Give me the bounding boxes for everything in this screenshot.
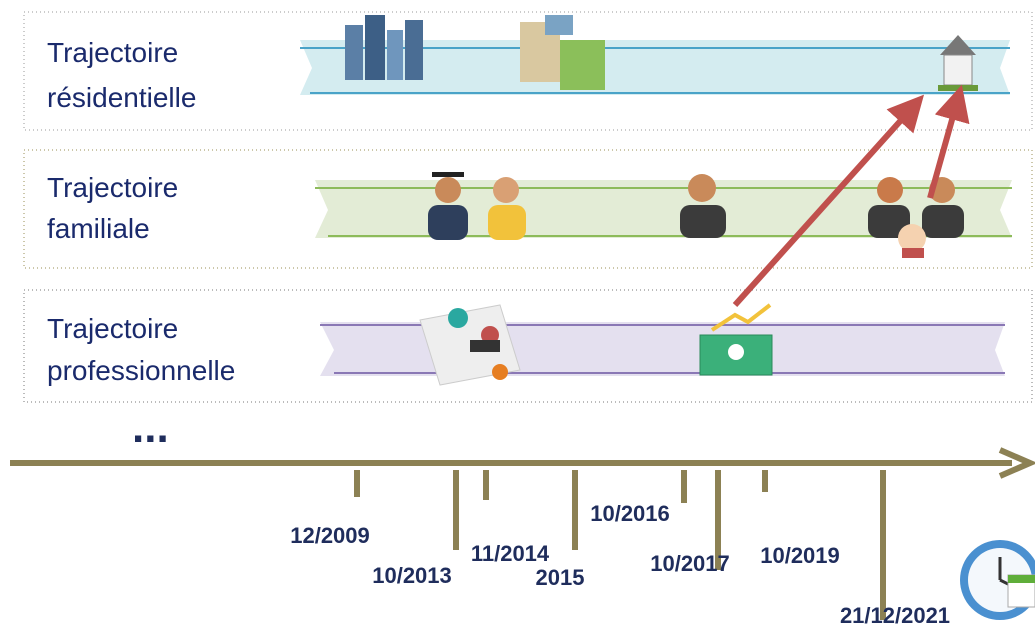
clock-icon [960, 540, 1035, 620]
date-label: 10/2019 [760, 543, 840, 568]
ellipsis: ... [132, 403, 169, 452]
date-label: 10/2016 [590, 501, 670, 526]
trajectory-label: Trajectoire [47, 37, 178, 68]
trajectory-label: Trajectoire [47, 313, 178, 344]
trajectory-label: résidentielle [47, 82, 196, 113]
money-icon [700, 305, 772, 375]
date-label: 12/2009 [290, 523, 370, 548]
apartment-icon [520, 15, 605, 90]
buildings-icon [345, 15, 423, 80]
date-label: 2015 [536, 565, 585, 590]
timeline-diagram: Trajectoire résidentielle Trajectoire famil… [0, 0, 1035, 629]
date-label: 10/2013 [372, 563, 452, 588]
date-label: 10/2017 [650, 551, 730, 576]
date-label: 11/2014 [471, 541, 550, 566]
trajectory-label: Trajectoire [47, 172, 178, 203]
trajectory-label: professionnelle [47, 355, 235, 386]
trajectory-label: familiale [47, 213, 150, 244]
date-label: 21/12/2021 [840, 603, 950, 628]
people-icon [428, 172, 964, 258]
